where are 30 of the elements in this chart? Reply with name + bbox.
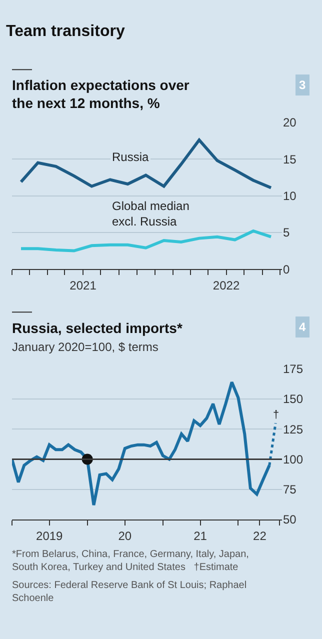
x-tick-label: 22 bbox=[253, 528, 267, 543]
chart-title: Russia, selected imports* bbox=[12, 320, 183, 336]
series-label: Global median excl. Russia bbox=[112, 199, 190, 229]
series-label: Russia bbox=[112, 150, 150, 164]
y-tick-label: 10 bbox=[283, 188, 297, 203]
x-tick-label: 2021 bbox=[70, 278, 97, 293]
x-tick-label: 21 bbox=[194, 528, 208, 543]
y-tick-label: 0 bbox=[283, 262, 290, 276]
text: *From Belarus, China, France, Germany, Italy, Japan, South Korea, Turkey and United States †Estimate bbox=[12, 549, 249, 573]
text: 3 bbox=[299, 78, 306, 92]
line-series bbox=[20, 138, 273, 190]
line-series bbox=[20, 229, 273, 252]
text: 4 bbox=[299, 320, 306, 334]
y-tick-label: 15 bbox=[283, 152, 297, 166]
x-tick-label: 20 bbox=[118, 528, 132, 543]
y-tick-label: 75 bbox=[283, 482, 297, 497]
y-tick-label: 100 bbox=[283, 452, 304, 466]
source-note: Sources: Federal Reserve Bank of St Louis; Raphael Schoenle bbox=[12, 580, 247, 604]
chart-title: Team transitory bbox=[6, 23, 125, 40]
chart-subtitle: Inflation expectations over the next 12 months, % bbox=[12, 77, 190, 112]
y-tick-label: 175 bbox=[283, 362, 304, 376]
x-tick-label: 2019 bbox=[36, 528, 64, 543]
chart-subtitle: January 2020=100, $ terms bbox=[12, 340, 158, 354]
y-tick-label: 5 bbox=[283, 226, 290, 240]
annotation: † bbox=[273, 409, 280, 421]
y-tick-label: 50 bbox=[283, 512, 297, 527]
y-tick-label: 125 bbox=[283, 422, 304, 436]
y-tick-label: 20 bbox=[283, 116, 297, 130]
y-tick-label: 150 bbox=[283, 392, 304, 406]
x-tick-label: 2022 bbox=[212, 278, 240, 293]
